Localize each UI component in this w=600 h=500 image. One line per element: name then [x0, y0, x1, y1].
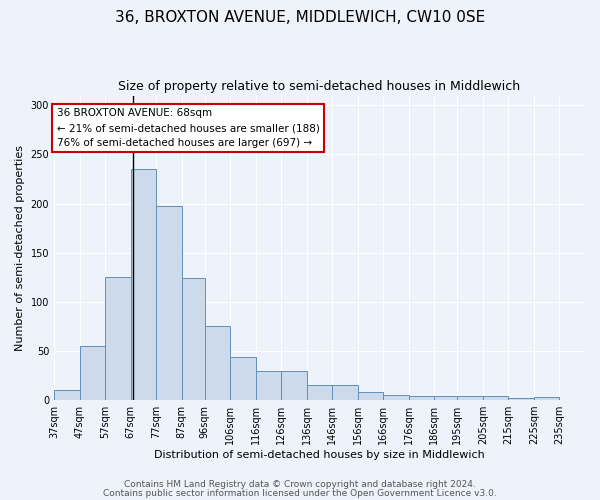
- Bar: [182, 278, 205, 400]
- Bar: [307, 386, 332, 400]
- Bar: [358, 392, 383, 400]
- Bar: [281, 370, 307, 400]
- Bar: [105, 278, 131, 400]
- Bar: [534, 397, 559, 400]
- Bar: [230, 357, 256, 400]
- Title: Size of property relative to semi-detached houses in Middlewich: Size of property relative to semi-detach…: [118, 80, 521, 93]
- Text: 36, BROXTON AVENUE, MIDDLEWICH, CW10 0SE: 36, BROXTON AVENUE, MIDDLEWICH, CW10 0SE: [115, 10, 485, 25]
- X-axis label: Distribution of semi-detached houses by size in Middlewich: Distribution of semi-detached houses by …: [154, 450, 485, 460]
- Bar: [156, 206, 182, 400]
- Text: Contains HM Land Registry data © Crown copyright and database right 2024.: Contains HM Land Registry data © Crown c…: [124, 480, 476, 489]
- Text: 36 BROXTON AVENUE: 68sqm
← 21% of semi-detached houses are smaller (188)
76% of : 36 BROXTON AVENUE: 68sqm ← 21% of semi-d…: [56, 108, 319, 148]
- Y-axis label: Number of semi-detached properties: Number of semi-detached properties: [15, 145, 25, 351]
- Bar: [483, 396, 508, 400]
- Bar: [508, 398, 534, 400]
- Bar: [131, 169, 156, 400]
- Bar: [205, 326, 230, 400]
- Bar: [434, 396, 457, 400]
- Bar: [457, 396, 483, 400]
- Bar: [332, 386, 358, 400]
- Bar: [54, 390, 80, 400]
- Bar: [383, 395, 409, 400]
- Text: Contains public sector information licensed under the Open Government Licence v3: Contains public sector information licen…: [103, 489, 497, 498]
- Bar: [409, 396, 434, 400]
- Bar: [80, 346, 105, 400]
- Bar: [256, 370, 281, 400]
